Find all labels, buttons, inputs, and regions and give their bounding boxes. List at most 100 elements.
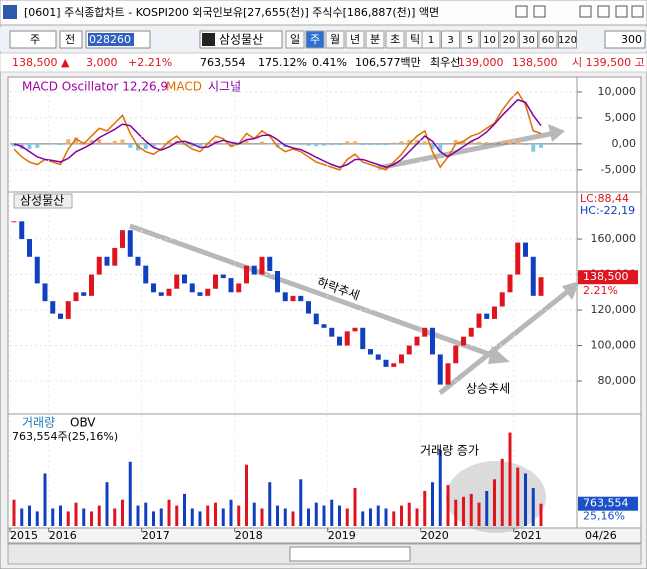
- period-btn[interactable]: [365, 30, 385, 49]
- candle: [282, 292, 288, 302]
- oscillator-bar: [539, 143, 543, 148]
- control-btn[interactable]: [631, 5, 644, 18]
- count-btn[interactable]: [421, 30, 441, 49]
- volume-bar: [198, 511, 202, 526]
- candle: [143, 265, 149, 284]
- period-btn[interactable]: [285, 30, 305, 49]
- count-btn[interactable]: [558, 30, 577, 49]
- period-btn[interactable]: [345, 30, 365, 49]
- volume-bar: [369, 508, 372, 526]
- oscillator-bar: [430, 143, 435, 150]
- volume-bar: [446, 485, 450, 526]
- name-box[interactable]: [199, 30, 283, 49]
- volume-bar: [183, 493, 186, 526]
- volume-bar: [462, 496, 465, 526]
- oscillator-bar: [74, 137, 78, 144]
- select-box[interactable]: [59, 30, 83, 49]
- candle: [507, 274, 513, 293]
- select-box[interactable]: [9, 30, 57, 49]
- count-btn[interactable]: [480, 30, 499, 49]
- candle: [197, 292, 203, 296]
- oscillator-bar: [120, 139, 125, 144]
- y-tick-label: 160,000: [591, 232, 637, 245]
- volume-bar: [500, 458, 504, 526]
- control-btn[interactable]: [615, 5, 628, 18]
- candle: [399, 354, 404, 364]
- count-btn[interactable]: [499, 30, 519, 49]
- period-label: 월: [330, 33, 340, 46]
- candle: [368, 349, 373, 355]
- oscillator-bar: [66, 139, 71, 144]
- trend-arrow: [377, 129, 561, 171]
- x-tick-label: 2018: [235, 529, 263, 542]
- oscillator-bar: [128, 143, 133, 148]
- period-btn[interactable]: [305, 30, 325, 49]
- count-input[interactable]: [604, 30, 646, 49]
- count-label: 3: [447, 35, 453, 46]
- info-item: 최우선: [430, 56, 460, 69]
- candle: [375, 354, 381, 360]
- candle: [391, 363, 397, 367]
- oscillator-bar: [415, 139, 419, 144]
- info-item: 시 139,500 고: [572, 56, 645, 69]
- period-btn[interactable]: [385, 30, 405, 49]
- oscillator-bar: [159, 143, 164, 144]
- count-label: 120: [558, 35, 577, 46]
- oscillator-bar: [384, 143, 388, 146]
- count-btn[interactable]: [460, 30, 480, 49]
- oscillator-bar: [291, 143, 295, 145]
- volume-bar: [167, 499, 171, 526]
- volume-bar: [438, 450, 442, 526]
- x-tick-label: 2021: [514, 529, 542, 542]
- candle: [406, 345, 412, 355]
- volume-bar: [361, 511, 365, 526]
- x-axis-bar: [7, 527, 642, 544]
- period-btn[interactable]: [325, 30, 345, 49]
- volume-bar: [35, 511, 39, 526]
- volume-bar: [20, 508, 24, 526]
- info-row: [0, 52, 647, 73]
- count-label: 1: [428, 35, 434, 46]
- oscillator-bar: [260, 141, 264, 144]
- control-btn[interactable]: [597, 5, 610, 18]
- volume-bar: [51, 508, 55, 526]
- candle: [220, 274, 226, 279]
- candle: [96, 256, 102, 275]
- control-btn[interactable]: [579, 5, 592, 18]
- count-btn[interactable]: [519, 30, 538, 49]
- oscillator-bar: [27, 143, 32, 150]
- hc-label: HC:-22,19: [580, 204, 635, 217]
- oscillator-bar: [329, 143, 334, 146]
- title-box: [13, 193, 73, 209]
- oscillator-bar: [337, 143, 342, 146]
- candle: [437, 354, 443, 385]
- macd-line: [13, 98, 542, 169]
- count-btn[interactable]: [441, 30, 460, 49]
- oscillator-bar: [198, 143, 202, 146]
- volume-bar: [245, 464, 248, 526]
- candle: [430, 327, 435, 355]
- trend-arrow: [129, 223, 501, 361]
- oscillator-bar: [453, 139, 458, 144]
- scroll-controls[interactable]: [289, 546, 411, 562]
- control-btn[interactable]: [515, 5, 528, 18]
- candle: [11, 221, 17, 223]
- candle: [244, 265, 249, 284]
- oscillator-bar: [143, 143, 148, 150]
- candle: [65, 301, 71, 319]
- volume-bar: [276, 505, 279, 526]
- control-btn[interactable]: [533, 5, 546, 18]
- candle: [151, 283, 156, 293]
- candle: [445, 363, 451, 385]
- volume-bar: [283, 508, 287, 526]
- candle: [27, 239, 32, 257]
- x-tick-label: 2017: [142, 529, 170, 542]
- oscillator-bar: [267, 143, 272, 145]
- window-controls[interactable]: [515, 5, 644, 18]
- candle: [158, 292, 164, 296]
- x-tick-label: 2019: [328, 529, 356, 542]
- last-change: 2.21%: [583, 284, 618, 297]
- volume-bar: [113, 508, 117, 526]
- count-btn[interactable]: [538, 30, 558, 49]
